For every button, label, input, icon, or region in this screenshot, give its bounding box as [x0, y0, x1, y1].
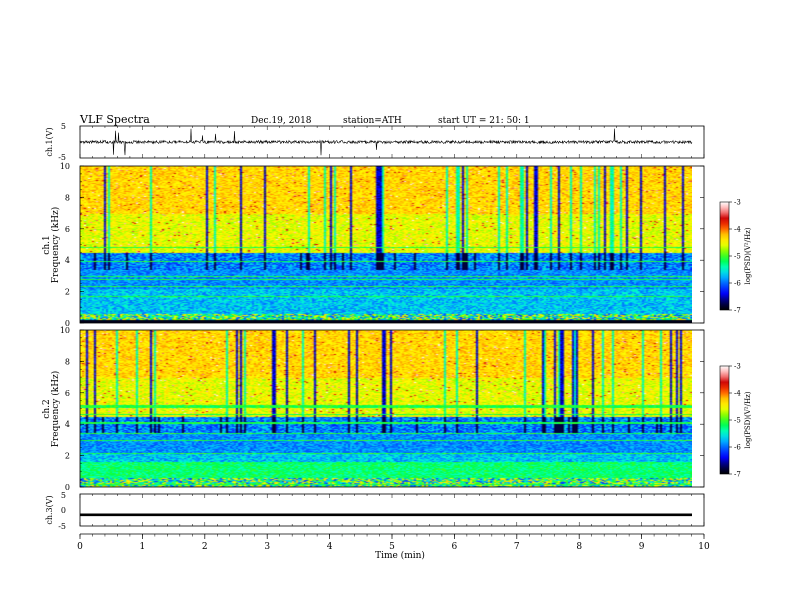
spectrogram-ytick-label: 8 [65, 357, 70, 366]
ch2-colorbar-gradient [719, 365, 730, 475]
colorbar-tick-label: -3 [734, 363, 741, 371]
time-axis-tick-label: 2 [202, 542, 208, 552]
ch3-waveform-frame [79, 493, 705, 527]
time-axis-tick-label: 5 [389, 542, 395, 552]
ch2-colorbar-label: log(PSD)(V²/Hz) [744, 391, 752, 448]
ch2-spectrogram-ylabel-frequency: Frequency (kHz) [50, 371, 61, 448]
time-axis-tick-label: 0 [77, 542, 83, 552]
figure-title: VLF Spectra [79, 113, 150, 126]
ch1-waveform-ticks [79, 126, 705, 158]
date-label: Dec.19, 2018 [251, 116, 312, 126]
ch2-spectrogram-image [80, 330, 692, 487]
time-axis-tick-label: 1 [140, 542, 146, 552]
ch2-spectrogram-ylabel-channel: ch.2 [42, 399, 52, 418]
ch3-ytick-top: 5 [61, 491, 66, 500]
spectrogram-ytick-label: 10 [60, 326, 70, 335]
ch1-ytick-top: 5 [61, 122, 66, 131]
ch3-waveform-ticks: 0 [61, 494, 705, 526]
spectrogram-ytick-label: 6 [65, 389, 70, 398]
spectrogram-ytick-label: 2 [65, 288, 70, 297]
start-time-label: start UT = 21: 50: 1 [438, 116, 530, 126]
time-axis-label: Time (min) [375, 550, 425, 561]
ch1-waveform-panel: 5 -5 ch.1(V) [45, 122, 705, 162]
colorbar-tick-label: -5 [734, 253, 741, 261]
time-axis-tick-label: 7 [514, 542, 520, 552]
spectrogram-ytick-label: 8 [65, 193, 70, 202]
ch1-spectrogram-ylabel-frequency: Frequency (kHz) [50, 207, 61, 284]
ch3-waveform-panel: 5 -5 ch.3(V) 0 [45, 491, 705, 531]
ch1-spectrogram-yticks: 0 2 4 6 8 10 [60, 162, 704, 328]
spectrogram-ytick-label: 0 [65, 483, 70, 492]
ch3-ytick-middle: 0 [61, 506, 66, 515]
ch3-ytick-bottom: -5 [58, 522, 66, 531]
time-axis-tick-label: 6 [452, 542, 458, 552]
spectrogram-ytick-label: 4 [65, 256, 70, 265]
spectrogram-ytick-label: 6 [65, 225, 70, 234]
time-axis: 0 1 2 3 4 5 6 7 8 9 10 [77, 533, 710, 552]
time-axis-tick-label: 9 [639, 542, 645, 552]
ch2-colorbar: -3 -4 -5 -6 -7 log(PSD)(V²/Hz) [719, 363, 752, 479]
ch1-spectrogram-image [80, 166, 692, 323]
time-axis-tick-label: 8 [576, 542, 582, 552]
spectrogram-ytick-label: 10 [60, 162, 70, 171]
ch1-colorbar: -3 -4 -5 -6 -7 log(PSD)(V²/Hz) [719, 199, 752, 315]
time-axis-tick-label: 10 [698, 542, 710, 552]
colorbar-tick-label: -7 [734, 471, 741, 479]
station-label: station=ATH [343, 116, 402, 126]
ch2-spectrogram-panel: 0 2 4 6 8 10 ch.2 Frequency (kHz) [42, 326, 705, 492]
ch1-waveform-frame [79, 125, 705, 159]
ch1-waveform-ylabel: ch.1(V) [45, 127, 54, 156]
colorbar-tick-label: -5 [734, 417, 741, 425]
ch1-colorbar-ticks: -3 -4 -5 -6 -7 [729, 199, 741, 315]
colorbar-tick-label: -3 [734, 199, 741, 207]
ch1-spectrogram-panel: 0 2 4 6 8 10 ch.1 Frequency (kHz) [42, 162, 705, 328]
spectrogram-ytick-label: 2 [65, 452, 70, 461]
ch1-colorbar-label: log(PSD)(V²/Hz) [744, 227, 752, 284]
colorbar-tick-label: -6 [734, 280, 741, 288]
time-axis-tick-label: 3 [264, 542, 270, 552]
ch1-colorbar-gradient [719, 201, 730, 311]
colorbar-tick-label: -4 [734, 226, 741, 234]
ch2-colorbar-ticks: -3 -4 -5 -6 -7 [729, 363, 741, 479]
ch1-waveform-trace [79, 128, 693, 156]
colorbar-tick-label: -6 [734, 444, 741, 452]
time-axis-tick-label: 4 [327, 542, 333, 552]
colorbar-tick-label: -4 [734, 390, 741, 398]
ch2-spectrogram-yticks: 0 2 4 6 8 10 [60, 326, 704, 492]
ch1-ytick-bottom: -5 [58, 153, 66, 162]
ch3-waveform-ylabel: ch.3(V) [45, 495, 54, 524]
spectrogram-ytick-label: 4 [65, 420, 70, 429]
colorbar-tick-label: -7 [734, 307, 741, 315]
spectrogram-ytick-label: 0 [65, 319, 70, 328]
ch1-spectrogram-ylabel-channel: ch.1 [42, 235, 52, 254]
